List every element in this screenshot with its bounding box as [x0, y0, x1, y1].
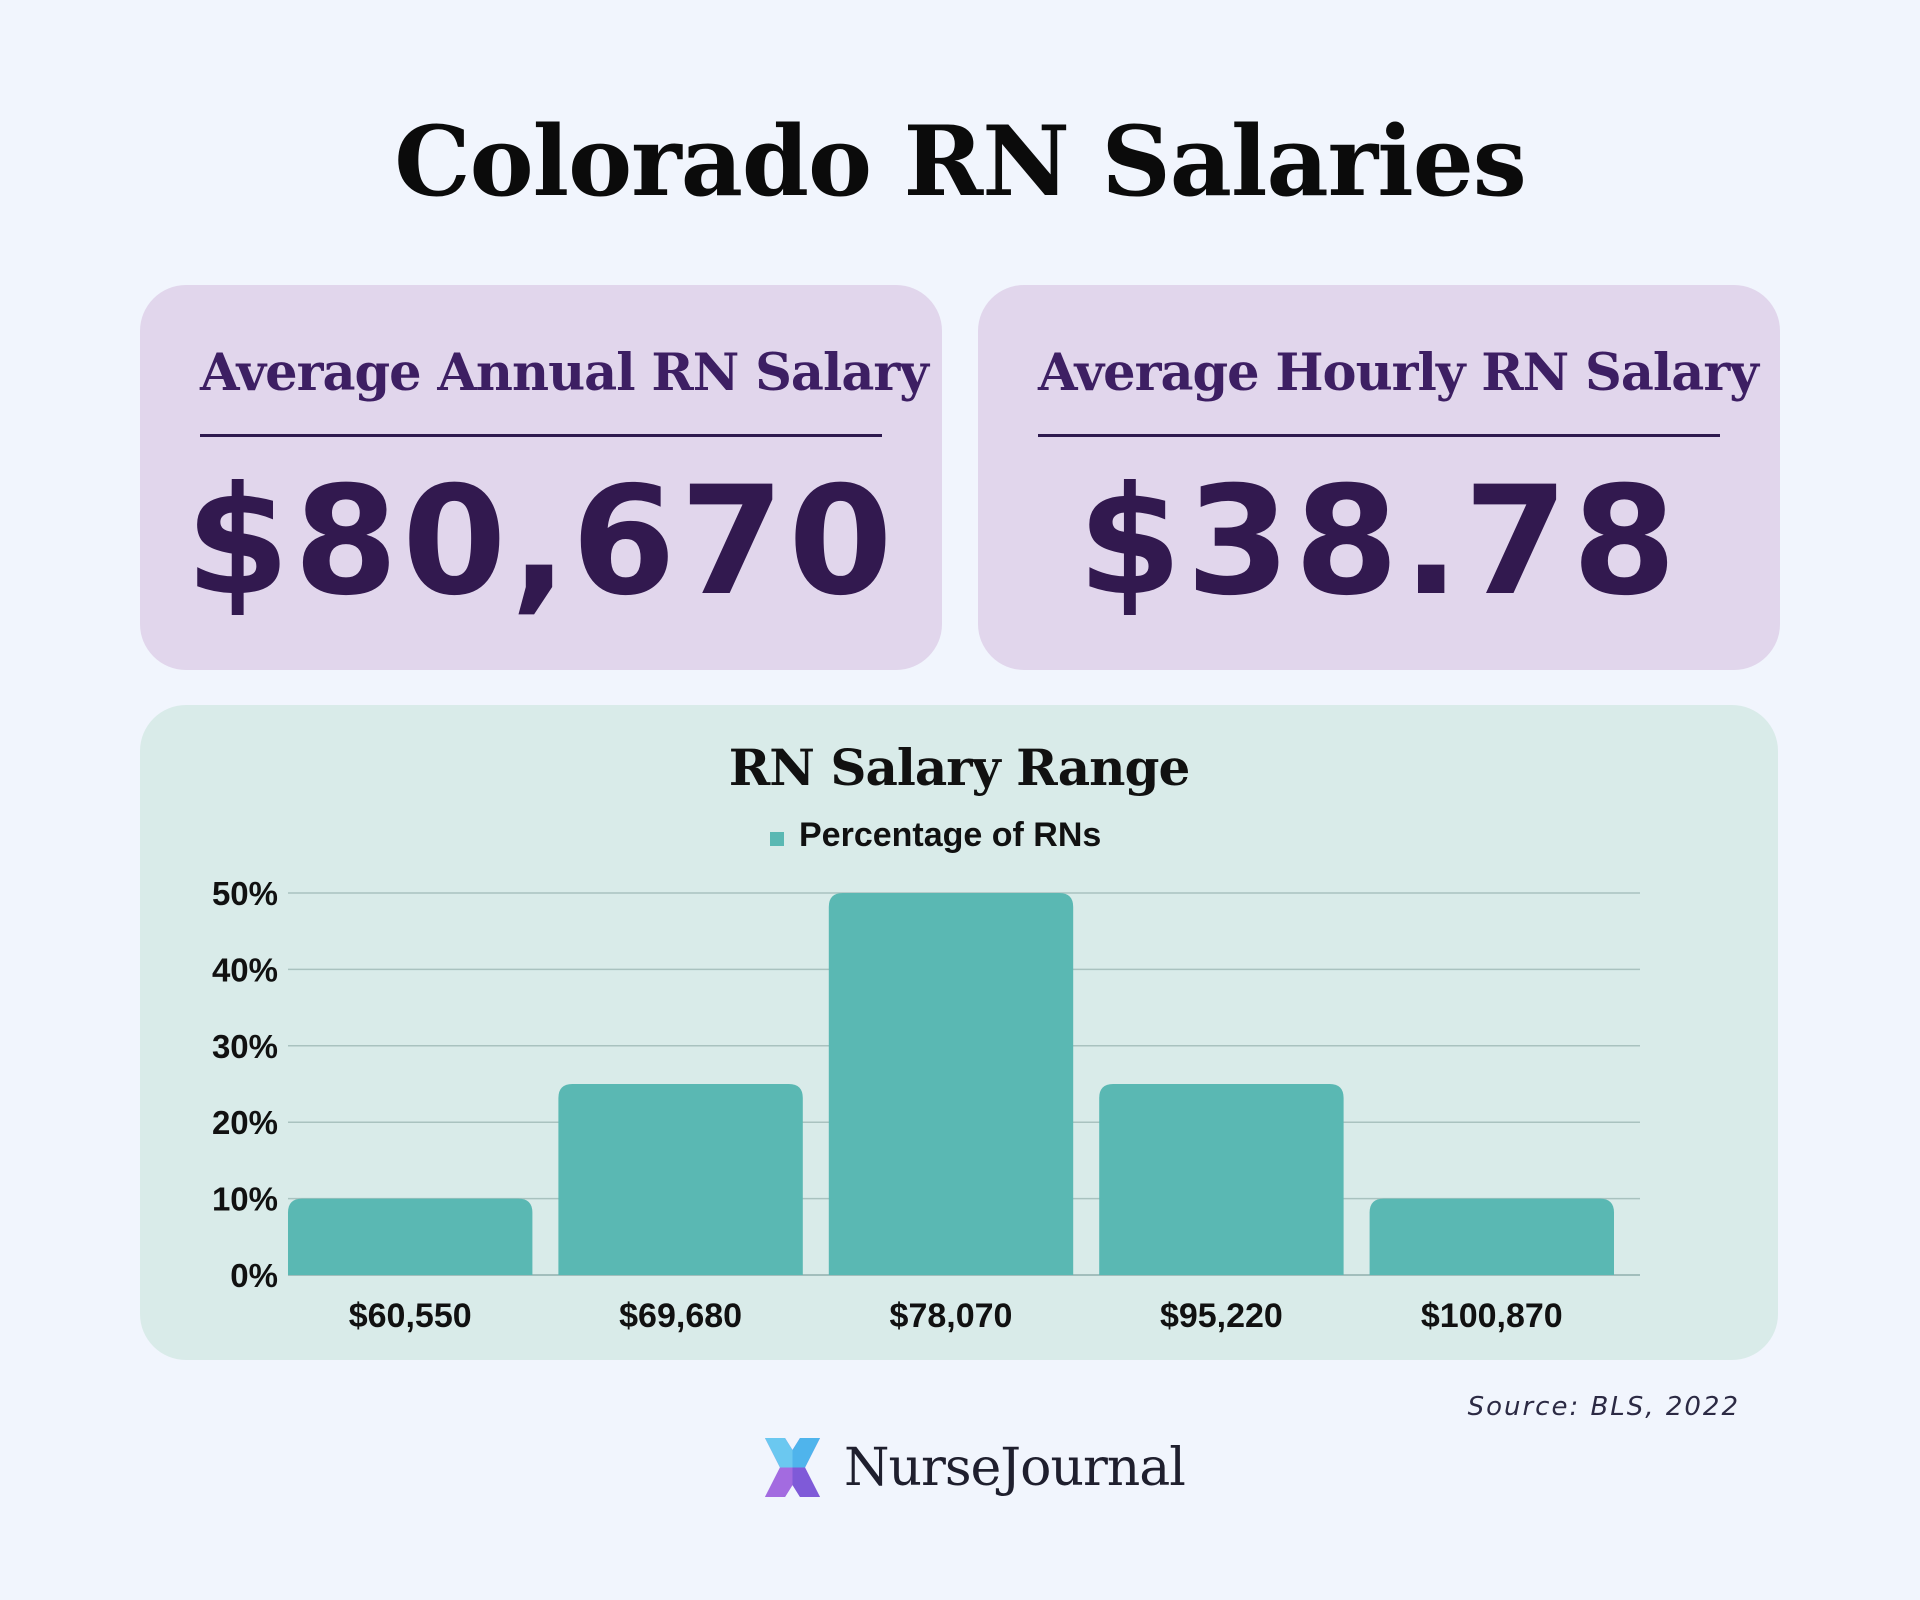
annual-salary-card: Average Annual RN Salary $80,670 [140, 285, 942, 670]
annual-salary-label: Average Annual RN Salary [200, 343, 929, 403]
y-tick-label: 0% [230, 1257, 278, 1294]
hourly-salary-label: Average Hourly RN Salary [1038, 343, 1759, 403]
salary-range-chart: RN Salary Range Percentage of RNs 0% 10% 20%… [212, 738, 1640, 1335]
y-tick-label: 30% [212, 1028, 278, 1065]
y-tick-label: 50% [212, 875, 278, 912]
chart-title: RN Salary Range [729, 738, 1190, 797]
source-note: Source: BLS, 2022 [1467, 1392, 1740, 1422]
hourly-salary-card: Average Hourly RN Salary $38.78 [978, 285, 1780, 670]
brand-logo: NurseJournal [755, 1430, 1186, 1505]
bar [828, 893, 1074, 1275]
y-tick-label: 40% [212, 951, 278, 988]
hourly-salary-divider [1038, 434, 1720, 437]
salary-range-chart-panel: RN Salary Range Percentage of RNs 0% 10% 20%… [140, 705, 1778, 1360]
y-tick-label: 20% [212, 1104, 278, 1141]
brand-name: NurseJournal [844, 1437, 1186, 1498]
x-tick-label: $95,220 [1160, 1297, 1283, 1335]
x-tick-label: $100,870 [1421, 1297, 1563, 1335]
x-tick-label: $60,550 [349, 1297, 472, 1335]
annual-salary-divider [200, 434, 882, 437]
bar [288, 1198, 533, 1275]
page-title: Colorado RN Salaries [394, 105, 1527, 218]
annual-salary-value: $80,670 [185, 455, 897, 629]
x-tick-label: $78,070 [890, 1297, 1013, 1335]
bar [1369, 1198, 1614, 1275]
hourly-salary-value: $38.78 [1077, 455, 1681, 629]
nursejournal-logo-icon [765, 1438, 820, 1497]
legend-swatch [770, 832, 784, 846]
y-tick-label: 10% [212, 1181, 278, 1218]
x-tick-label: $69,680 [619, 1297, 742, 1335]
bar [558, 1084, 803, 1275]
bar [1099, 1084, 1344, 1275]
legend-label: Percentage of RNs [799, 816, 1101, 854]
